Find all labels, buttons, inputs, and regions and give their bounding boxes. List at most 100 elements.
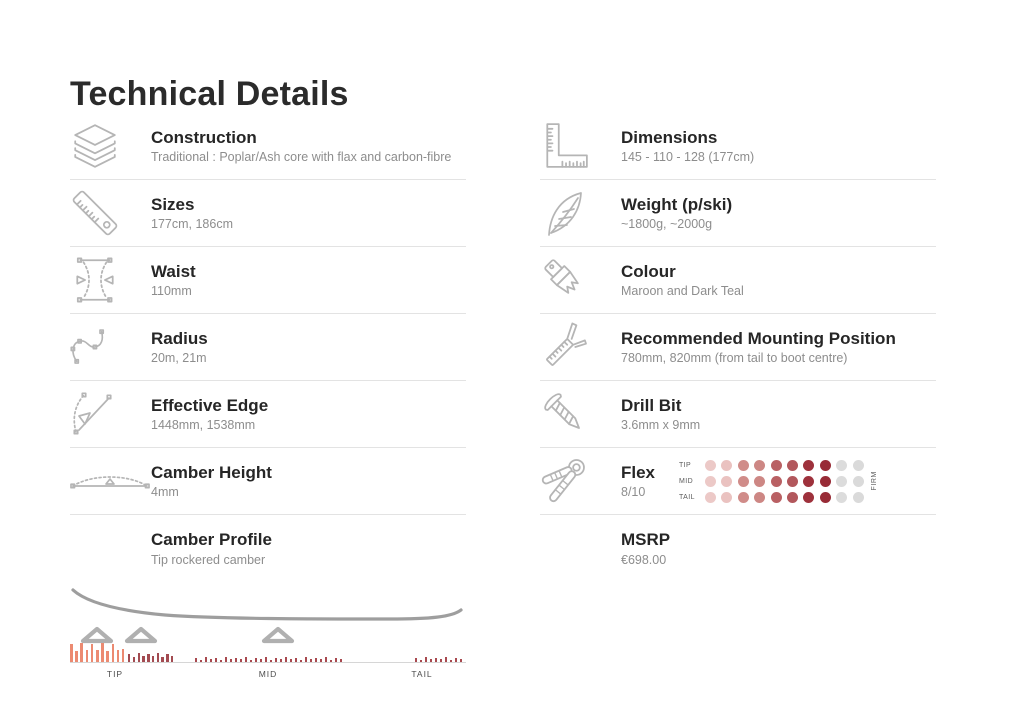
flex-bar — [111, 644, 115, 662]
flex-dot — [803, 491, 815, 503]
flex-bar — [289, 659, 292, 662]
spec-title: Weight (p/ski) — [621, 194, 733, 214]
flex-scale-label: FIRM — [870, 471, 878, 491]
page-title: Technical Details — [70, 74, 349, 113]
spec-value: 110mm — [151, 284, 192, 299]
flex-bar — [156, 653, 160, 662]
feather-icon — [540, 189, 621, 237]
flex-bar — [294, 658, 297, 662]
spec-title: Camber Profile — [151, 530, 272, 550]
flex-dot — [705, 475, 716, 487]
flex-bar — [199, 660, 203, 662]
flex-dot — [754, 459, 766, 471]
spec-value: ~1800g, ~2000g — [621, 217, 713, 232]
flex-dot — [737, 491, 749, 503]
spec-row-msrp: MSRP €698.00 — [540, 515, 936, 582]
spec-value: 145 - 110 - 128 (177cm) — [621, 150, 755, 165]
flex-bar — [459, 659, 463, 662]
spec-value: 4mm — [151, 485, 179, 500]
spec-value: 780mm, 820mm (from tail to boot centre) — [621, 351, 848, 366]
spec-row-colour: Colour Maroon and Dark Teal — [540, 247, 936, 314]
caliper-icon — [540, 322, 621, 372]
flex-bar — [171, 656, 174, 662]
spec-value: 3.6mm x 9mm — [621, 418, 701, 433]
screw-icon — [540, 389, 621, 439]
flex-widget: Flex 8/10 TIP MID TAIL FIRM — [621, 457, 936, 505]
flex-bar — [204, 657, 208, 662]
spec-column-right: Dimensions 145 - 110 - 128 (177cm) Weigh… — [540, 113, 936, 582]
flex-row-label: TIP — [679, 461, 692, 469]
flex-bar — [219, 660, 223, 662]
spec-column-left: Construction Traditional : Poplar/Ash co… — [70, 113, 466, 582]
profile-section-label: TAIL — [411, 669, 433, 679]
spec-title: MSRP — [621, 530, 671, 550]
flex-bar — [449, 660, 453, 662]
flex-bar — [434, 658, 438, 662]
flex-dot — [721, 475, 733, 487]
flex-dot — [721, 491, 733, 503]
flex-bar — [309, 659, 312, 662]
flex-dot — [836, 475, 848, 487]
spec-value: €698.00 — [621, 552, 667, 567]
binding-marker-triangles — [80, 626, 295, 644]
flex-bar — [128, 654, 131, 662]
flex-dot-row: TAIL — [679, 489, 869, 505]
bar-group-mid — [195, 657, 342, 662]
flex-bar — [85, 650, 89, 662]
flex-dot — [754, 475, 766, 487]
flex-bar — [319, 659, 322, 662]
flex-bar — [264, 657, 267, 662]
profile-section-label: MID — [258, 669, 278, 679]
flex-dot — [737, 459, 749, 471]
flex-dot — [852, 459, 864, 471]
flex-bar — [249, 660, 253, 662]
flex-bar — [161, 657, 164, 662]
diagonal-ruler-icon — [70, 188, 151, 238]
flex-bar — [339, 659, 342, 662]
spec-title: Camber Height — [151, 462, 272, 482]
flex-dot — [819, 491, 831, 503]
flex-bar — [329, 660, 332, 662]
bar-group-tail — [415, 657, 463, 662]
flex-dot-row: TIP — [679, 457, 869, 473]
flex-dot — [786, 475, 798, 487]
flex-dot — [852, 491, 864, 503]
flex-dot — [770, 459, 782, 471]
bar-group-tip-soft — [70, 643, 125, 662]
flex-bar — [279, 659, 282, 662]
flex-dot — [819, 459, 831, 471]
flex-bar — [132, 657, 136, 662]
flex-bar — [209, 659, 213, 662]
spec-title: Radius — [151, 328, 208, 348]
flex-dot — [803, 459, 815, 471]
flex-dot — [737, 475, 749, 487]
ski-profile-curve — [71, 588, 463, 621]
flex-dot — [836, 491, 848, 503]
flex-bar — [424, 657, 428, 662]
spec-value: 20m, 21m — [151, 351, 207, 366]
flex-bar — [274, 658, 277, 662]
flex-bar — [244, 657, 248, 662]
spec-title: Flex — [621, 462, 656, 482]
flex-row-label: MID — [679, 477, 694, 485]
flex-dot — [705, 459, 716, 471]
flex-bar — [90, 644, 94, 662]
flex-bar — [224, 657, 228, 662]
flex-bar — [429, 659, 433, 662]
spec-title: Drill Bit — [621, 395, 682, 415]
spec-row-waist: Waist 110mm — [70, 247, 466, 314]
spec-title: Recommended Mounting Position — [621, 328, 896, 348]
spec-row-construction: Construction Traditional : Poplar/Ash co… — [70, 113, 466, 180]
profile-section-label: TIP — [106, 669, 124, 679]
flex-bars-strip — [70, 643, 466, 663]
flex-dot-row: MID — [679, 473, 869, 489]
flex-bar — [166, 654, 169, 662]
flex-bar — [116, 650, 120, 662]
flex-bar — [444, 657, 448, 662]
flex-bar — [75, 651, 78, 662]
flex-bar — [121, 649, 125, 662]
spec-value: Traditional : Poplar/Ash core with flax … — [151, 150, 452, 165]
flex-bar — [80, 643, 83, 662]
flex-bar — [284, 657, 287, 662]
flex-bar — [299, 660, 302, 662]
